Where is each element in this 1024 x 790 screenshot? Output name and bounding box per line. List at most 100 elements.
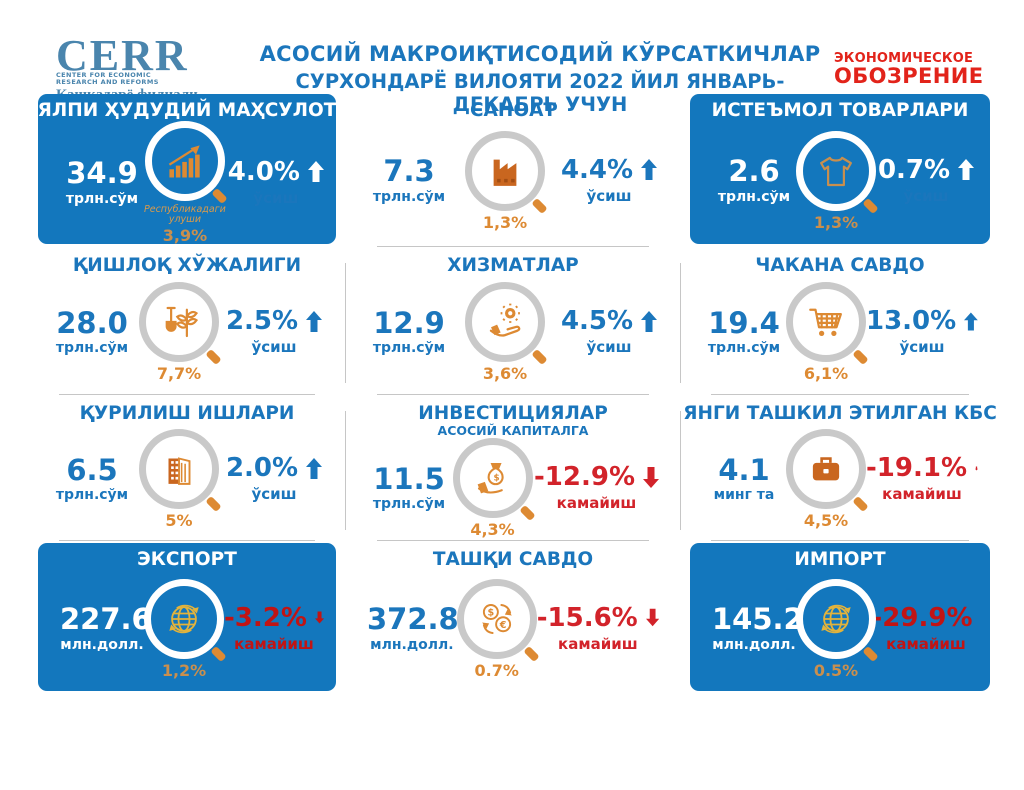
indicator-value: 2.6 bbox=[728, 154, 780, 189]
share-value: 0.7% bbox=[474, 660, 519, 680]
indicator-value: 372.8 bbox=[367, 602, 459, 637]
change-value: 4.5% bbox=[560, 306, 634, 336]
card-gross-regional-product: ЯЛПИ ҲУДУДИЙ МАҲСУЛОТ 34.9 трлн.сўм bbox=[38, 94, 336, 244]
card-title: ИСТЕЪМОЛ ТОВАРЛАРИ bbox=[711, 100, 969, 121]
up-arrow-icon bbox=[641, 159, 658, 180]
change-label: ўсиш bbox=[903, 186, 949, 205]
share-value: 1,3% bbox=[482, 212, 528, 232]
page-title-line2: СУРХОНДАРЁ ВИЛОЯТИ 2022 ЙИЛ ЯНВАРЬ-ДЕКАБ… bbox=[295, 70, 785, 116]
magnifier-ring bbox=[465, 282, 545, 362]
magnifier-ring bbox=[465, 130, 545, 211]
card-title: ЧАКАНА САВДО bbox=[755, 255, 925, 276]
currency-exchange-icon: $ € bbox=[481, 603, 512, 634]
change-value: -3.2% bbox=[224, 602, 307, 633]
indicator-value: 4.1 bbox=[718, 452, 770, 487]
card-title: ЯНГИ ТАШКИЛ ЭТИЛГАН КБС bbox=[683, 403, 997, 424]
up-arrow-icon bbox=[306, 457, 323, 479]
hand-gear-icon bbox=[489, 303, 521, 337]
euro-glyph: € bbox=[499, 619, 507, 630]
up-arrow-icon bbox=[958, 159, 975, 180]
down-arrow-icon bbox=[314, 611, 324, 624]
magazine-logo-line1: ЭКОНОМИЧЕСКОЕ bbox=[834, 51, 974, 66]
indicator-unit: трлн.сўм bbox=[372, 496, 446, 513]
down-arrow-icon bbox=[645, 608, 659, 627]
change-label: ўсиш bbox=[253, 188, 299, 207]
indicator-unit: трлн.сўм bbox=[707, 340, 781, 357]
card-industry: САНОАТ 7.3 трлн.сўм 1,3% bbox=[355, 94, 671, 247]
indicator-unit: трлн.сўм bbox=[717, 188, 791, 205]
indicator-unit: трлн.сўм bbox=[55, 340, 129, 357]
indicator-unit: млн.долл. bbox=[712, 636, 796, 653]
share-label: Республикадаги улуши bbox=[144, 204, 226, 225]
indicator-unit: минг та bbox=[713, 487, 775, 504]
card-title: САНОАТ bbox=[469, 100, 557, 121]
building-icon bbox=[168, 457, 191, 485]
share-value: 1,3% bbox=[813, 212, 859, 232]
t-shirt-icon bbox=[820, 156, 852, 186]
indicator-unit: млн.долл. bbox=[370, 636, 454, 653]
card-title: ИМПОРТ bbox=[794, 549, 886, 570]
change-value: 13.0% bbox=[866, 306, 957, 336]
change-value: 2.0% bbox=[225, 453, 299, 483]
card-import: ИМПОРТ 145.2 млн.долл. bbox=[690, 543, 990, 691]
share-value: 5% bbox=[165, 511, 193, 530]
shovel-plant-icon bbox=[165, 306, 198, 338]
indicator-value: 28.0 bbox=[56, 305, 128, 340]
card-retail-trade: ЧАКАНА САВДО 19.4 трлн.сўм bbox=[680, 249, 990, 395]
cerr-caption: CENTER FOR ECONOMIC RESEARCH AND REFORMS bbox=[56, 71, 159, 86]
page-title: АСОСИЙ МАКРОИҚТИСОДИЙ КЎРСАТКИЧЛАР СУРХО… bbox=[246, 34, 834, 116]
factory-icon bbox=[493, 159, 517, 186]
share-value: 3,6% bbox=[482, 364, 528, 383]
change-value: 2.5% bbox=[225, 306, 299, 336]
change-label: камайиш bbox=[556, 494, 637, 512]
share-value: 3,9% bbox=[162, 226, 208, 245]
share-value: 7,7% bbox=[156, 364, 202, 383]
magnifier-ring bbox=[144, 121, 225, 201]
globe-icon bbox=[169, 604, 199, 633]
page-title-line1: АСОСИЙ МАКРОИҚТИСОДИЙ КЎРСАТКИЧЛАР bbox=[259, 42, 821, 66]
change-value: 0.7% bbox=[877, 154, 951, 185]
magnifier-ring bbox=[796, 578, 876, 659]
change-value: -12.9% bbox=[534, 462, 635, 492]
indicator-value: 227.6 bbox=[60, 602, 152, 637]
share-value: 4,5% bbox=[803, 511, 849, 530]
magazine-logo-line2: ОБОЗРЕНИЕ bbox=[834, 64, 984, 88]
card-title: ҚИШЛОҚ ХЎЖАЛИГИ bbox=[72, 255, 302, 276]
card-services: ХИЗМАТЛАР 12.9 трлн.сўм bbox=[355, 249, 671, 395]
share-value: 0.5% bbox=[813, 660, 859, 680]
change-value: -29.9% bbox=[871, 602, 973, 633]
down-arrow-icon bbox=[643, 466, 659, 488]
header: CERR CENTER FOR ECONOMIC RESEARCH AND RE… bbox=[0, 0, 1024, 117]
money-bag-hand-icon: $ bbox=[477, 462, 504, 494]
change-label: камайиш bbox=[882, 485, 962, 503]
magnifier-ring: $ € bbox=[456, 578, 537, 659]
indicator-value: 6.5 bbox=[66, 452, 118, 487]
indicator-unit: трлн.сўм bbox=[372, 340, 446, 357]
card-export: ЭКСПОРТ 227.6 млн.долл. bbox=[38, 543, 336, 691]
card-foreign-trade: ТАШҚИ САВДО 372.8 млн.долл. bbox=[355, 543, 671, 691]
card-title: ТАШҚИ САВДО bbox=[432, 549, 594, 570]
magnifier-ring bbox=[144, 578, 224, 659]
cerr-logo: CERR CENTER FOR ECONOMIC RESEARCH AND RE… bbox=[56, 34, 246, 103]
change-value: 4.0% bbox=[227, 156, 300, 187]
indicator-value: 19.4 bbox=[708, 305, 780, 340]
card-title: ХИЗМАТЛАР bbox=[447, 255, 579, 276]
indicator-unit: трлн.сўм bbox=[55, 487, 129, 504]
change-label: камайиш bbox=[886, 634, 966, 653]
change-label: ўсиш bbox=[586, 338, 632, 356]
magnifier-ring: $ bbox=[452, 438, 533, 518]
card-consumer-goods: ИСТЕЪМОЛ ТОВАРЛАРИ 2.6 трлн.сўм 1,3% bbox=[690, 94, 990, 244]
indicator-value: 34.9 bbox=[66, 156, 138, 191]
card-title: ЭКСПОРТ bbox=[137, 549, 237, 570]
card-title: ҚУРИЛИШ ИШЛАРИ bbox=[79, 403, 295, 424]
magnifier-ring bbox=[796, 130, 876, 211]
growth-chart-icon bbox=[168, 145, 200, 178]
card-construction: ҚУРИЛИШ ИШЛАРИ 6.5 трлн.сўм bbox=[38, 397, 346, 541]
change-label: ўсиш bbox=[586, 186, 632, 205]
shopping-cart-icon bbox=[809, 308, 842, 336]
magnifier-ring bbox=[139, 282, 219, 362]
card-investments: ИНВЕСТИЦИЯЛАР АСОСИЙ КАПИТАЛГА 11.5 трлн… bbox=[355, 397, 671, 541]
change-value: -15.6% bbox=[536, 602, 638, 633]
change-label: ўсиш bbox=[251, 485, 297, 503]
